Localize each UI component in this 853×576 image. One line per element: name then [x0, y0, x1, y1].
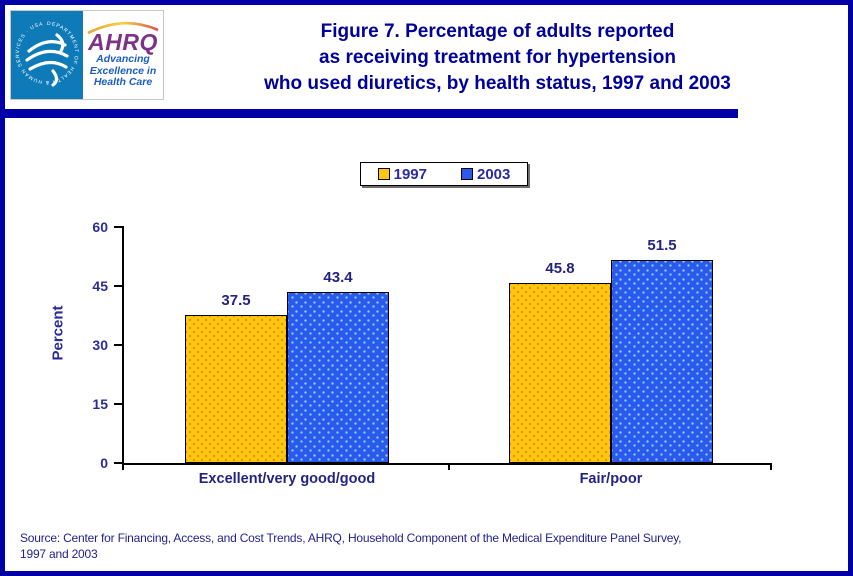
y-tick-label: 0: [100, 455, 108, 471]
y-tick-mark: [114, 226, 122, 228]
legend-item-2003: 2003: [461, 166, 510, 183]
bar-value-label: 43.4: [323, 269, 353, 286]
bar-1997-2: [509, 283, 611, 463]
ahrq-wordmark: AHRQ: [88, 28, 158, 55]
bar-value-label: 37.5: [221, 292, 251, 309]
y-tick-label: 30: [92, 337, 108, 353]
category-label: Excellent/very good/good: [198, 471, 376, 487]
category-label: Fair/poor: [579, 471, 643, 487]
figure-title: Figure 7. Percentage of adults reported …: [160, 19, 835, 97]
bar-chart-plot-area: Percent 0 15 30 45 60 37.5 43.4 Excellent/very …: [5, 5, 848, 571]
y-tick-label: 15: [92, 396, 108, 412]
ahrq-hhs-logo: DEPARTMENT OF HEALTH & HUMAN SERVICES · …: [10, 10, 164, 100]
chart-legend: 1997 2003: [360, 162, 528, 186]
ahrq-logo: AHRQ Advancing Excellence in Health Care: [83, 11, 163, 99]
y-tick-mark: [114, 344, 122, 346]
y-tick-label: 60: [92, 219, 108, 235]
hhs-eagle-icon: DEPARTMENT OF HEALTH & HUMAN SERVICES · …: [15, 21, 78, 87]
header-divider-rule: [5, 109, 738, 118]
y-tick-mark: [114, 403, 122, 405]
bar-1997-1: [185, 315, 287, 463]
title-line-3: who used diuretics, by health status, 19…: [264, 73, 731, 94]
ahrq-tagline: Advancing Excellence in Health Care: [89, 52, 157, 89]
legend-label-1997: 1997: [393, 165, 427, 183]
legend-swatch-1997: [377, 168, 390, 180]
ahrq-swoosh-icon: [87, 21, 159, 34]
x-tick-mark: [122, 463, 124, 470]
legend-label-2003: 2003: [477, 165, 511, 183]
legend-swatch-2003: [461, 168, 473, 180]
y-tick-mark: [114, 462, 122, 464]
bar-value-label: 45.8: [545, 260, 575, 277]
x-tick-mark: [770, 463, 772, 470]
source-line-1: Source: Center for Financing, Access, an…: [20, 531, 682, 545]
bar-2003-2: [611, 260, 713, 463]
x-tick-mark: [448, 463, 450, 470]
y-tick-mark: [114, 285, 122, 287]
hhs-seal: DEPARTMENT OF HEALTH & HUMAN SERVICES · …: [11, 11, 83, 99]
y-tick-label: 45: [92, 278, 108, 294]
source-line-2: 1997 and 2003: [20, 546, 98, 561]
legend-item-1997: 1997: [377, 165, 427, 183]
bar-2003-1: [287, 292, 389, 463]
title-line-2: as receiving treatment for hypertension: [319, 47, 676, 68]
title-line-1: Figure 7. Percentage of adults reported: [320, 21, 675, 42]
bar-value-label: 51.5: [647, 237, 677, 254]
source-note: Source: Center for Financing, Access, an…: [20, 531, 835, 562]
y-axis-label: Percent: [49, 305, 67, 361]
x-axis-line: [122, 463, 772, 465]
y-axis-line: [122, 226, 124, 465]
